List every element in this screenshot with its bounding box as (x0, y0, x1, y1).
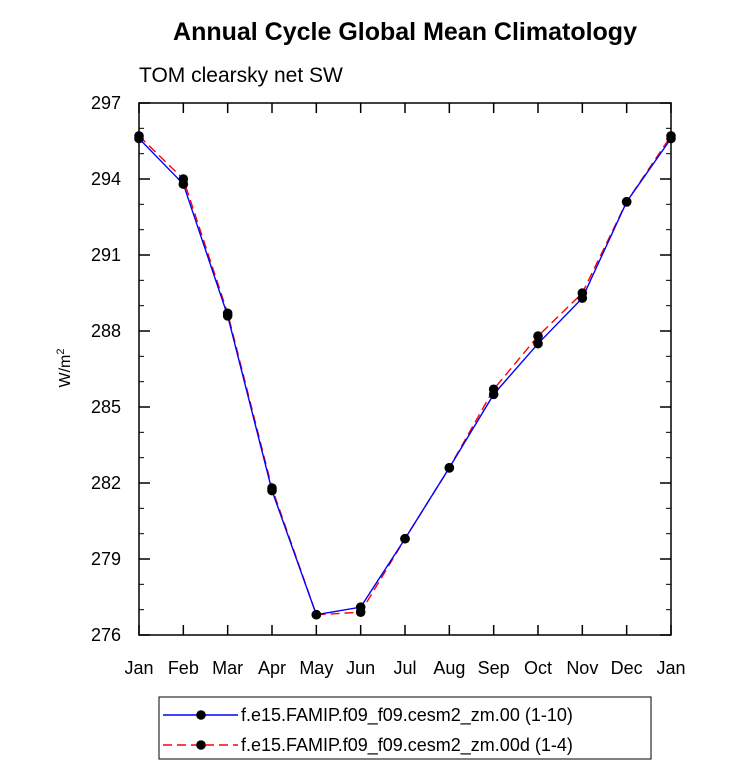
x-tick-label: Feb (168, 658, 199, 678)
plot-area (134, 131, 676, 620)
y-axis-label-exponent: 2 (55, 349, 67, 355)
y-tick-label: 297 (91, 93, 121, 113)
x-tick-label: Mar (212, 658, 243, 678)
chart-subtitle: TOM clearsky net SW (139, 64, 343, 87)
x-tick-label: Jul (393, 658, 416, 678)
x-tick-label: Jan (656, 658, 685, 678)
y-tick-label: 291 (91, 245, 121, 265)
y-tick-label: 288 (91, 321, 121, 341)
y-axis-label-unit: W/m (57, 355, 74, 388)
axis-ticks: Jan Feb Mar Apr May Jun Jul Aug Sep Oct Nov Dec Jan2… (91, 93, 686, 678)
series-2-point (311, 609, 322, 620)
series-2-point (444, 463, 455, 473)
plot-frame (138, 102, 672, 636)
legend-label-1: f.e15.FAMIP.f09_f09.cesm2_zm.00 (1-10) (241, 705, 573, 726)
series-2-point (267, 483, 277, 493)
y-tick-label: 285 (91, 397, 121, 417)
legend: f.e15.FAMIP.f09_f09.cesm2_zm.00 (1-10) f.… (158, 696, 652, 760)
x-tick-label: Nov (566, 658, 598, 678)
series-2-point (621, 197, 632, 207)
y-tick-label: 282 (91, 473, 121, 493)
series-2-point (355, 607, 366, 617)
series-2-point (222, 308, 233, 319)
series-2-point (577, 288, 588, 298)
y-tick-label: 276 (91, 625, 121, 645)
x-tick-label: Aug (433, 658, 465, 678)
x-tick-label: Dec (611, 658, 643, 678)
series-2-point (488, 384, 499, 395)
legend-label-2: f.e15.FAMIP.f09_f09.cesm2_zm.00d (1-4) (241, 735, 573, 756)
y-axis-label: W/m2 (55, 349, 74, 388)
x-tick-label: Oct (524, 658, 552, 678)
x-tick-label: Apr (258, 658, 286, 678)
legend-marker-2 (196, 740, 206, 750)
y-tick-label: 294 (91, 169, 121, 189)
series-2-point (533, 331, 543, 341)
x-tick-label: May (299, 658, 333, 678)
legend-marker-1 (196, 710, 206, 720)
x-tick-label: Sep (478, 658, 510, 678)
chart-title: Annual Cycle Global Mean Climatology (173, 18, 637, 46)
y-tick-label: 279 (91, 549, 121, 569)
series-1-point (533, 338, 543, 349)
series-2-point (400, 533, 410, 544)
x-tick-label: Jun (346, 658, 375, 678)
series-2-point (178, 174, 189, 184)
legend-box (158, 696, 652, 760)
x-tick-label: Jan (124, 658, 153, 678)
